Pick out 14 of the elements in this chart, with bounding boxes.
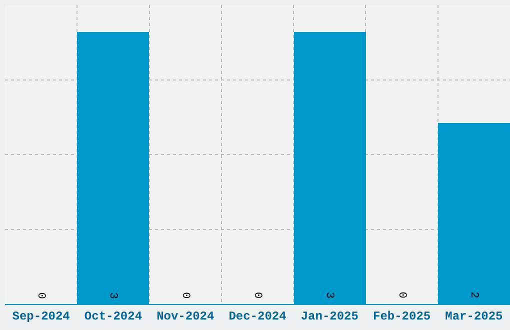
data-label: 3	[323, 292, 336, 298]
x-tick-label: Nov-2024	[156, 309, 214, 324]
data-label: 3	[106, 292, 119, 299]
x-tick-label: Dec-2024	[228, 309, 286, 324]
x-tick-label: Feb-2025	[372, 309, 431, 324]
data-label: 0	[178, 292, 191, 299]
data-label: 0	[251, 292, 263, 299]
x-tick-label: Mar-2025	[445, 309, 503, 324]
x-tick-label: Jan-2025	[300, 309, 358, 324]
data-label: 0	[395, 292, 408, 298]
data-label: 0	[34, 292, 47, 300]
data-label: 2	[467, 292, 480, 298]
x-tick-label: Oct-2024	[84, 309, 142, 324]
x-tick-label: Sep-2024	[12, 309, 70, 324]
